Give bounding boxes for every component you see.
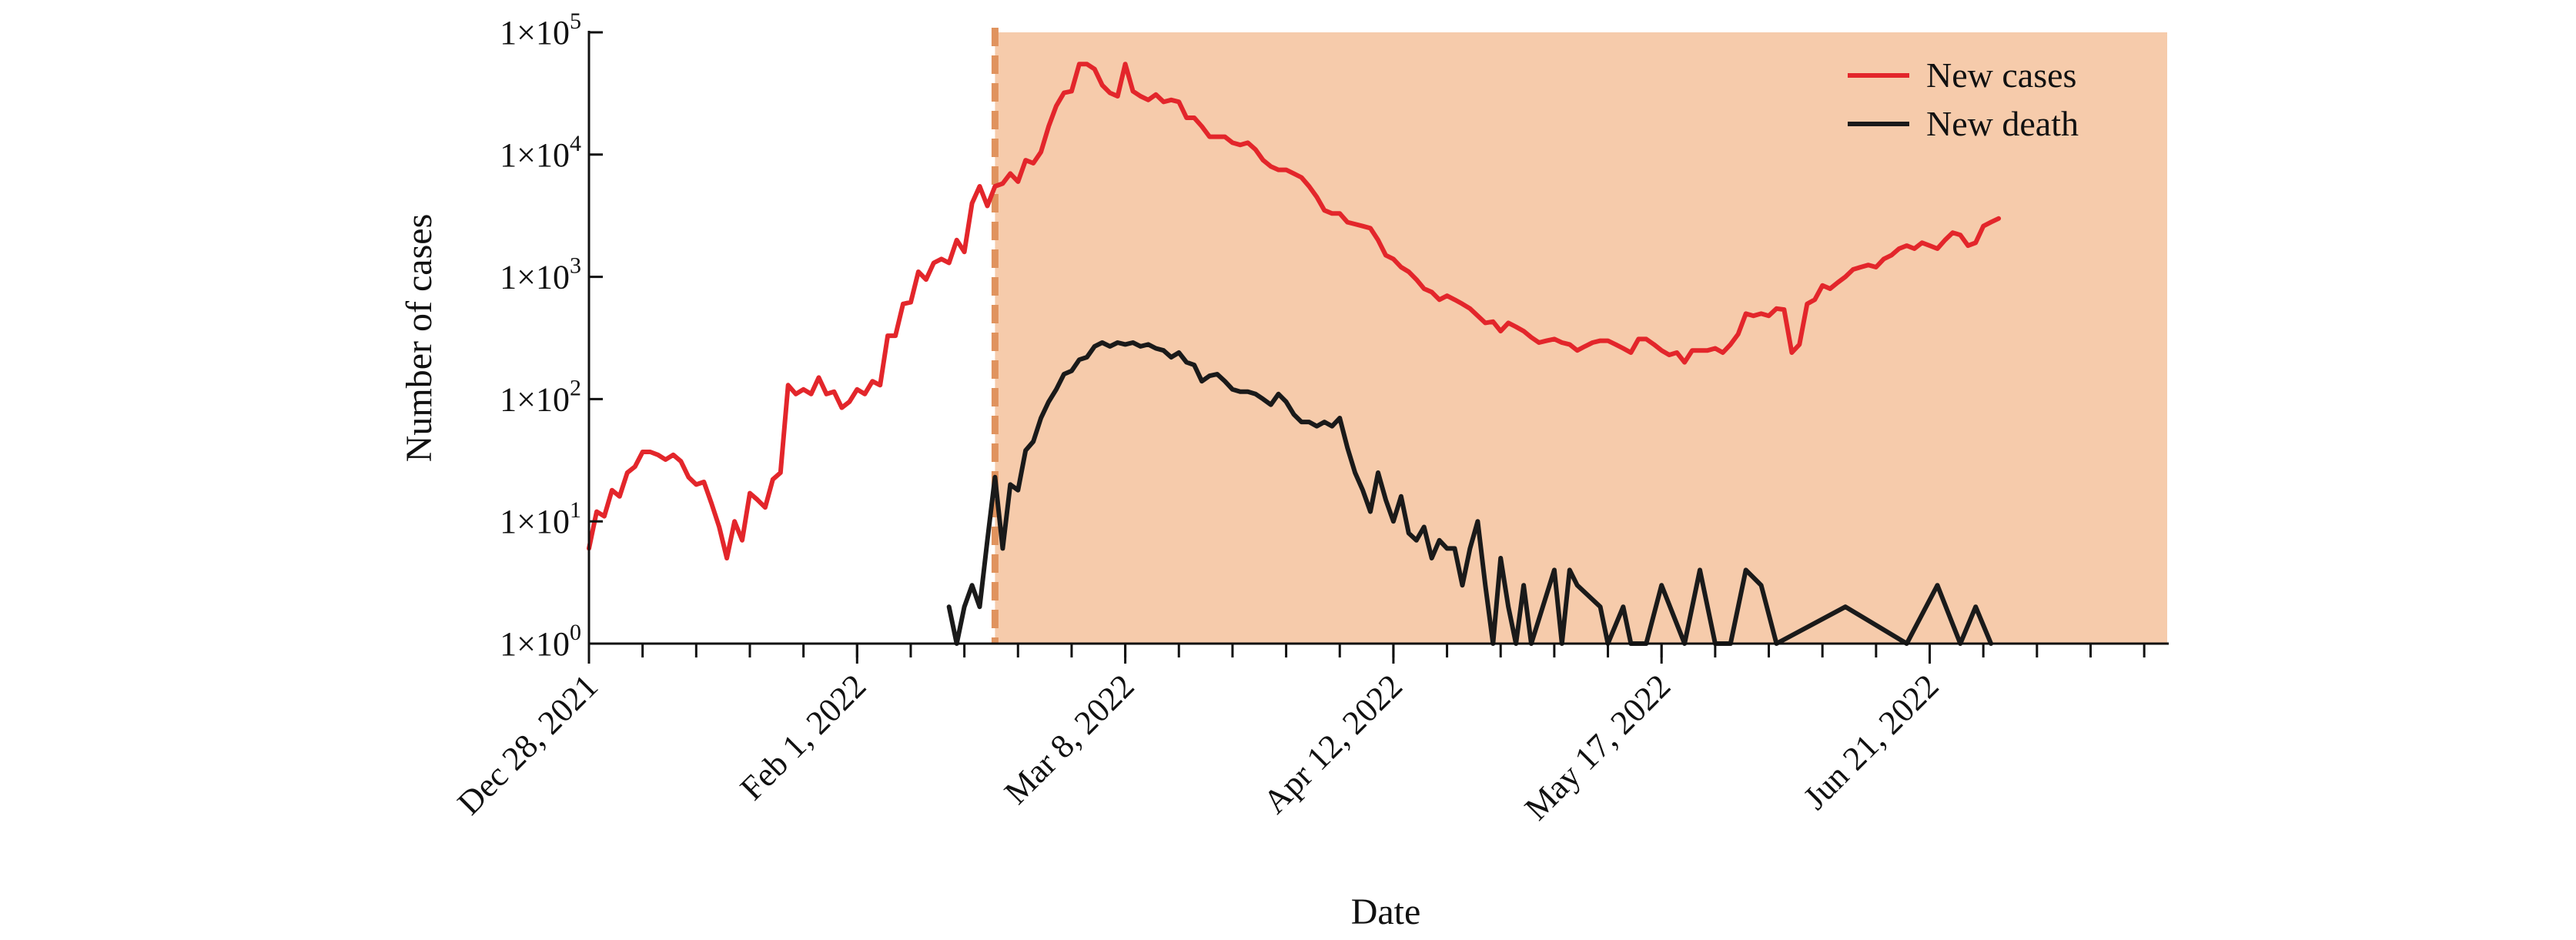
x-tick-label: Apr 12, 2022 <box>1256 667 1410 821</box>
y-tick-label: 1×102 <box>500 375 581 418</box>
y-tick-label: 1×100 <box>500 620 581 663</box>
y-tick-mantissa: 1×10 <box>500 259 570 296</box>
x-axis-title: Date <box>1351 891 1421 932</box>
y-axis-title: Number of cases <box>399 214 440 463</box>
x-tick-label: Mar 8, 2022 <box>997 667 1142 811</box>
y-tick-label: 1×105 <box>500 8 581 52</box>
y-tick-label: 1×103 <box>500 253 581 296</box>
y-tick-mantissa: 1×10 <box>500 625 570 663</box>
series-layer <box>587 62 2002 646</box>
series-line-new-cases <box>587 62 2002 560</box>
y-tick-exponent: 2 <box>570 375 581 400</box>
series-line-new-death <box>946 340 1994 646</box>
shaded-region <box>995 32 2167 644</box>
y-tick-exponent: 3 <box>570 253 581 279</box>
y-tick-exponent: 1 <box>570 497 581 523</box>
y-tick-mantissa: 1×10 <box>500 380 570 418</box>
y-tick-exponent: 4 <box>570 131 581 156</box>
y-tick-mantissa: 1×10 <box>500 136 570 174</box>
y-tick-mantissa: 1×10 <box>500 14 570 52</box>
y-tick-mantissa: 1×10 <box>500 503 570 540</box>
y-tick-exponent: 5 <box>570 8 581 34</box>
legend: New cases New death <box>1848 55 2079 143</box>
x-tick-label: Feb 1, 2022 <box>733 667 873 807</box>
y-tick-label: 1×104 <box>500 131 581 174</box>
y-tick-exponent: 0 <box>570 620 581 645</box>
x-tick-label: Jun 21, 2022 <box>1796 667 1946 817</box>
legend-label: New cases <box>1926 55 2076 95</box>
y-tick-label: 1×101 <box>500 497 581 540</box>
x-tick-label: May 17, 2022 <box>1517 667 1678 827</box>
legend-label: New death <box>1926 104 2079 143</box>
x-tick-label: Dec 28, 2021 <box>450 667 605 821</box>
